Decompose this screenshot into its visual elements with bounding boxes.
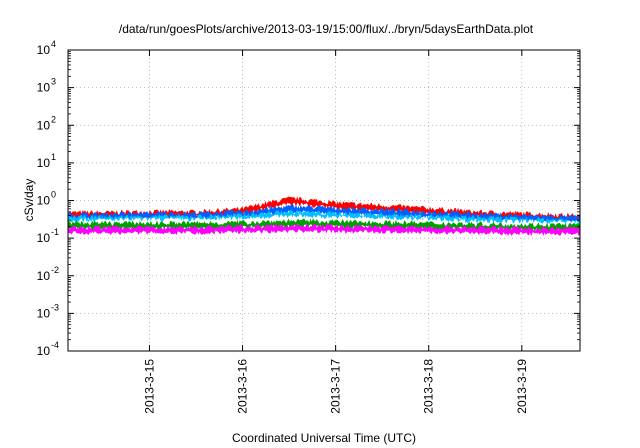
y-tick-label: 10	[37, 81, 51, 95]
y-tick-exponent: 2	[51, 114, 56, 124]
y-tick-label: 10	[37, 231, 51, 245]
y-tick-base: 10	[37, 81, 51, 95]
x-axis-label: Coordinated Universal Time (UTC)	[232, 431, 416, 445]
x-tick-label: 2013-3-15	[142, 359, 156, 414]
y-tick-base: 10	[37, 306, 51, 320]
y-tick-exponent: 3	[51, 77, 56, 87]
y-tick-base: 10	[37, 344, 51, 358]
x-tick-label: 2013-3-17	[329, 359, 343, 414]
x-tick-label: 2013-3-16	[236, 359, 250, 414]
y-tick-exponent: -1	[51, 227, 59, 237]
y-tick-base: 10	[37, 118, 51, 132]
y-axis-label: cSv/day	[22, 179, 36, 222]
y-tick-label: 10	[37, 269, 51, 283]
y-tick-label: 10	[37, 344, 51, 358]
y-tick-label: 10	[37, 306, 51, 320]
x-tick-label: 2013-3-18	[422, 359, 436, 414]
y-tick-label: 10	[37, 43, 51, 57]
y-tick-exponent: -3	[51, 302, 59, 312]
y-tick-exponent: -2	[51, 265, 59, 275]
y-tick-base: 10	[37, 231, 51, 245]
y-tick-exponent: 0	[51, 190, 56, 200]
y-tick-exponent: 4	[51, 39, 56, 49]
y-tick-label: 10	[37, 194, 51, 208]
y-tick-base: 10	[37, 43, 51, 57]
y-tick-base: 10	[37, 194, 51, 208]
grid	[68, 50, 580, 351]
y-tick-base: 10	[37, 269, 51, 283]
x-tick-label: 2013-3-19	[515, 359, 529, 414]
y-tick-exponent: 1	[51, 152, 56, 162]
chart-title: /data/run/goesPlots/archive/2013-03-19/1…	[119, 22, 534, 36]
y-tick-exponent: -4	[51, 340, 59, 350]
x-ticks: 2013-3-15 2013-3-16 2013-3-17 2013-3-18 2013…	[142, 50, 529, 414]
y-tick-label: 10	[37, 118, 51, 132]
y-tick-base: 10	[37, 156, 51, 170]
y-tick-label: 10	[37, 156, 51, 170]
series-layer	[67, 196, 581, 237]
